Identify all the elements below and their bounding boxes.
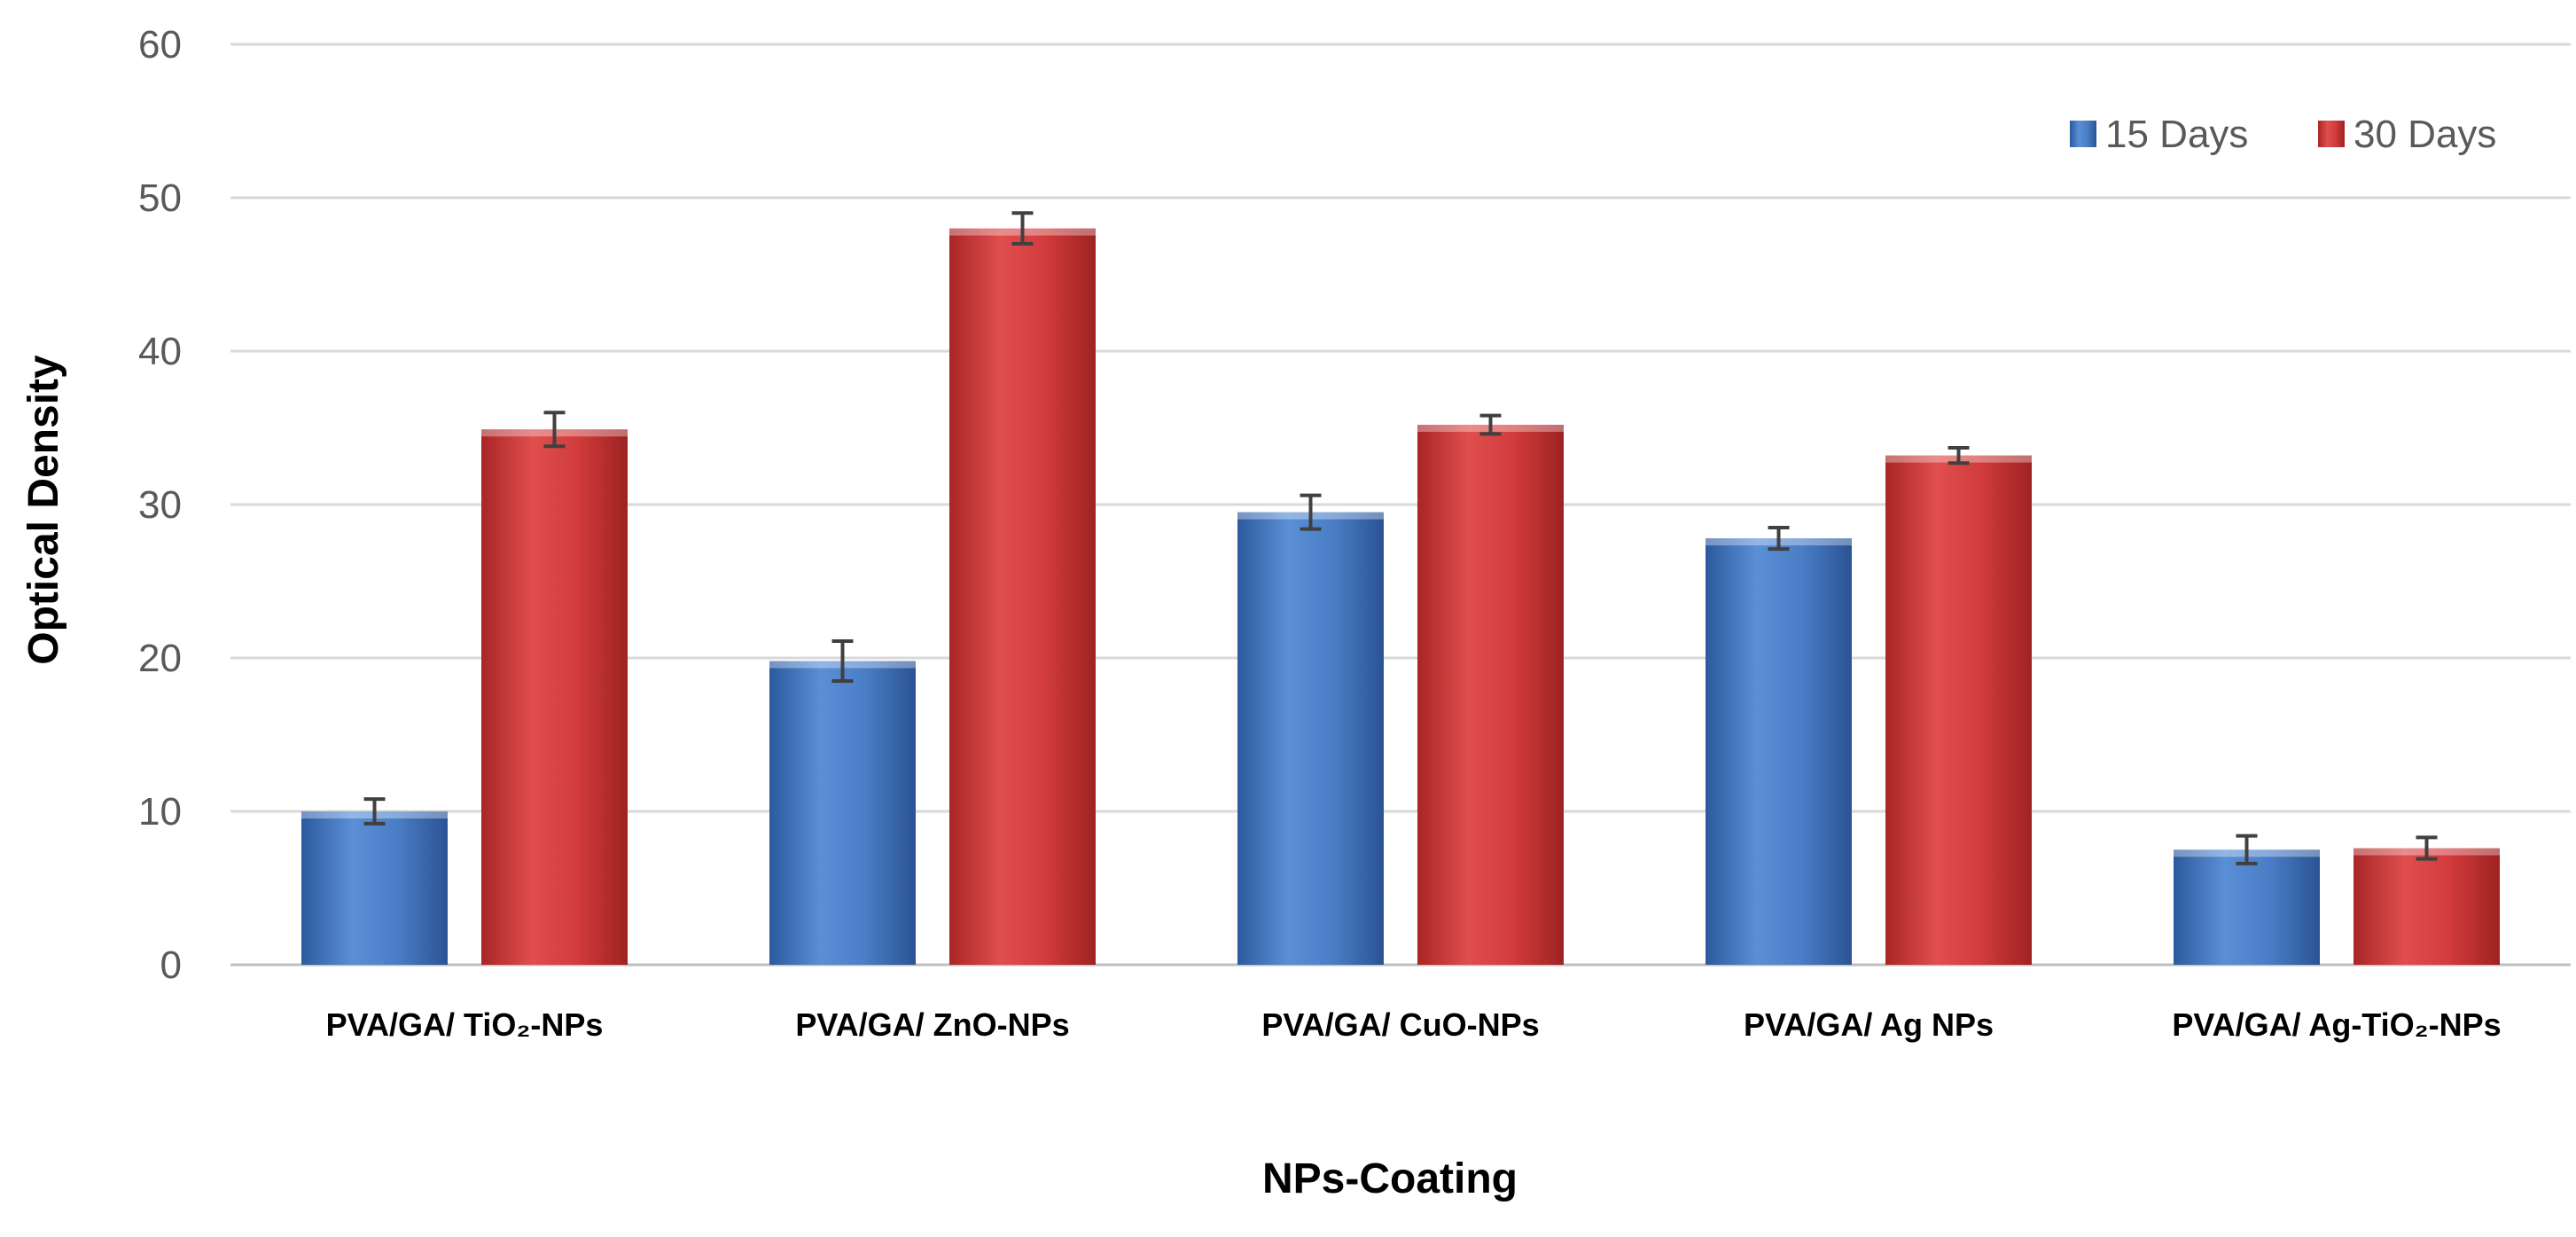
- error-bar: [2236, 834, 2258, 865]
- y-tick-label: 40: [138, 330, 182, 373]
- error-bar: [1948, 445, 1970, 466]
- error-bar: [1768, 525, 1790, 552]
- bar-15-days: [1706, 538, 1852, 965]
- bar-15-days: [769, 661, 916, 965]
- error-bar: [1300, 493, 1322, 531]
- x-axis-categories: PVA/GA/ TiO₂-NPs PVA/GA/ ZnO-NPs PVA/GA/ C…: [326, 1006, 2502, 1043]
- y-tick-label: 20: [138, 637, 182, 680]
- y-tick-label: 60: [138, 23, 182, 67]
- error-bar: [831, 638, 854, 683]
- bar-15-days: [2174, 849, 2320, 965]
- legend: 15 Days 30 Days: [2070, 113, 2496, 156]
- legend-swatch: [2070, 121, 2096, 147]
- error-bar: [1011, 211, 1034, 246]
- y-axis-title: Optical Density: [20, 355, 67, 665]
- x-axis-title: NPs-Coating: [1262, 1155, 1518, 1202]
- y-tick-label: 0: [160, 943, 182, 987]
- bar-15-days: [301, 811, 448, 965]
- bar-30-days: [1417, 425, 1564, 965]
- y-tick-label: 10: [138, 790, 182, 834]
- y-tick-label: 30: [138, 483, 182, 527]
- error-bar: [363, 797, 386, 826]
- legend-swatch: [2318, 121, 2345, 147]
- legend-label: 30 Days: [2354, 113, 2496, 156]
- error-bar: [543, 411, 566, 449]
- x-category-label: PVA/GA/ Ag NPs: [1744, 1006, 1994, 1043]
- y-axis-ticks: 0 10 20 30 40 50 60: [138, 23, 182, 987]
- bar-30-days: [949, 228, 1096, 966]
- x-category-label: PVA/GA/ TiO₂-NPs: [326, 1006, 604, 1043]
- bar-15-days: [1237, 512, 1384, 965]
- error-bar: [1479, 413, 1502, 436]
- x-category-label: PVA/GA/ Ag-TiO₂-NPs: [2172, 1006, 2501, 1043]
- bar-30-days: [2354, 848, 2500, 965]
- bars: [301, 228, 2500, 966]
- legend-label: 15 Days: [2105, 113, 2248, 156]
- x-category-label: PVA/GA/ ZnO-NPs: [795, 1006, 1069, 1043]
- legend-item: 30 Days: [2318, 113, 2496, 156]
- x-category-label: PVA/GA/ CuO-NPs: [1261, 1006, 1539, 1043]
- legend-item: 15 Days: [2070, 113, 2248, 156]
- bar-30-days: [481, 429, 628, 966]
- error-bars: [363, 211, 2438, 865]
- error-bar: [2416, 835, 2438, 861]
- y-tick-label: 50: [138, 176, 182, 220]
- bar-30-days: [1885, 455, 2032, 965]
